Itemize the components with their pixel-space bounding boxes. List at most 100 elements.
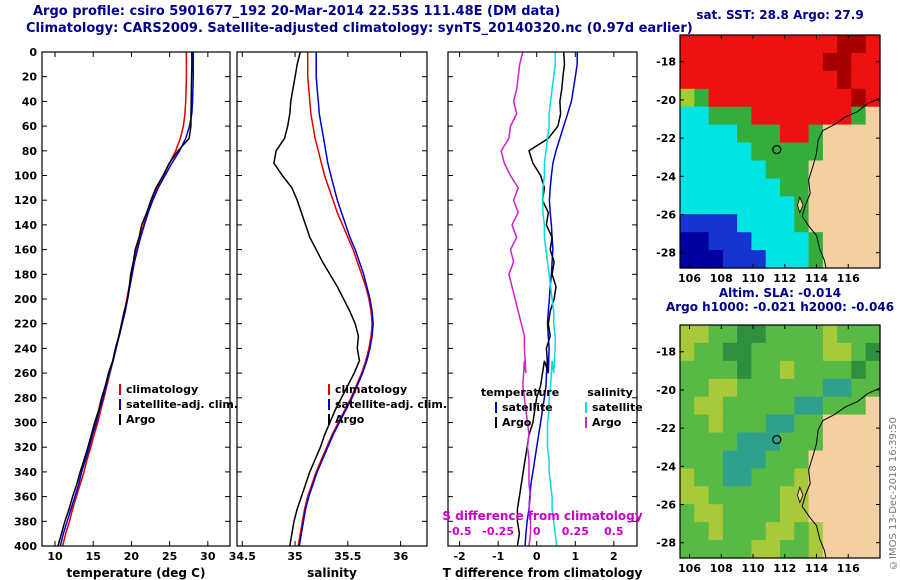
lat-tick-label: -20 xyxy=(656,384,676,397)
difference-profile-series-temperature-satellite xyxy=(524,52,578,547)
main-title-line2: Climatology: CARS2009. Satellite-adjuste… xyxy=(26,21,693,36)
salinity-profile-series-climatology xyxy=(297,52,373,547)
main-title-line1: Argo profile: csiro 5901677_192 20-Mar-2… xyxy=(33,4,561,19)
depth-tick-label: 160 xyxy=(14,244,37,257)
x-tick-label: -2 xyxy=(453,550,465,563)
sst-map-coastline xyxy=(801,97,881,269)
lon-tick-label: 106 xyxy=(678,272,701,285)
x-tick-label: 35.5 xyxy=(334,550,361,563)
depth-tick-label: 240 xyxy=(14,342,37,355)
depth-tick-label: 20 xyxy=(22,71,38,84)
s-diff-tick-label: 0.5 xyxy=(604,525,624,538)
legend-label: Argo xyxy=(592,416,622,429)
salinity-profile: 34.5 35 35.5 36 salinity climatology satellite… xyxy=(229,51,447,580)
lon-tick-label: 108 xyxy=(710,562,733,575)
depth-tick-label: 40 xyxy=(22,95,38,108)
legend-label: satellite-adj. clim. xyxy=(126,398,238,411)
salinity-profile-series-satellite-adj-clim- xyxy=(298,52,374,547)
s-diff-tick-label: 0 xyxy=(533,525,541,538)
s-diff-tick-label: 0.25 xyxy=(562,525,589,538)
lat-tick-label: -28 xyxy=(656,537,676,550)
depth-tick-label: 320 xyxy=(14,441,37,454)
sst-map-title: sat. SST: 28.8 Argo: 27.9 xyxy=(696,8,864,22)
salinity-profile-frame xyxy=(236,51,428,547)
temperature-profile-frame xyxy=(41,51,231,547)
s-diff-tick-label: -0.25 xyxy=(482,525,514,538)
sla-map-coastline xyxy=(801,387,881,559)
depth-tick-label: 400 xyxy=(14,540,37,553)
temperature-profile-series-climatology xyxy=(61,52,188,547)
x-tick-label: 25 xyxy=(162,550,177,563)
difference-profile: -2 -1 0 1 2 T difference from climatology S di… xyxy=(442,51,643,580)
x-tick-label: 15 xyxy=(86,550,101,563)
lon-tick-label: 112 xyxy=(773,272,796,285)
lat-tick-label: -22 xyxy=(656,132,676,145)
temperature-profile-x-axis-label: temperature (deg C) xyxy=(67,566,206,580)
depth-tick-label: 220 xyxy=(14,318,37,331)
temperature-profile: 10 15 20 25 30020406080100120140160180200220… xyxy=(14,46,238,580)
lon-tick-label: 114 xyxy=(805,272,828,285)
lat-tick-label: -18 xyxy=(656,346,676,359)
lon-tick-label: 116 xyxy=(837,272,860,285)
lon-tick-label: 116 xyxy=(837,562,860,575)
sst-map: 106 108 110 112 114 116 -18 -20 -22 -24 -26 -28 xyxy=(656,34,881,285)
depth-tick-label: 180 xyxy=(14,268,37,281)
legend-group-title: temperature xyxy=(481,386,559,399)
s-diff-tick-label: -0.5 xyxy=(448,525,472,538)
lat-tick-label: -26 xyxy=(656,499,676,512)
lat-tick-label: -24 xyxy=(656,170,676,183)
legend-label: satellite xyxy=(502,401,553,414)
temperature-profile-series-argo xyxy=(57,51,193,547)
difference-profile-series-temperature-argo xyxy=(516,51,566,547)
lon-tick-label: 112 xyxy=(773,562,796,575)
lon-tick-label: 106 xyxy=(678,562,701,575)
depth-tick-label: 120 xyxy=(14,194,37,207)
depth-tick-label: 80 xyxy=(22,145,38,158)
sla-map: 106 108 110 112 114 116 -18 -20 -22 -24 -26 -28 xyxy=(656,324,881,575)
lat-tick-label: -20 xyxy=(656,94,676,107)
legend-label: climatology xyxy=(335,383,407,396)
depth-tick-label: 340 xyxy=(14,466,37,479)
legend-label: satellite xyxy=(592,401,643,414)
legend-group-title: salinity xyxy=(587,386,633,399)
difference-profile-series-salinity-argo xyxy=(500,51,532,547)
lat-tick-label: -24 xyxy=(656,460,676,473)
legend-label: Argo xyxy=(126,413,156,426)
x-tick-label: 35 xyxy=(287,550,302,563)
legend-label: Argo xyxy=(335,413,365,426)
difference-profile-x-axis-label: T difference from climatology xyxy=(443,566,643,580)
depth-tick-label: 0 xyxy=(29,46,37,59)
sla-map-title-line1: Altim. SLA: -0.014 xyxy=(718,286,842,300)
depth-tick-label: 200 xyxy=(14,293,37,306)
legend-label: satellite-adj. clim. xyxy=(335,398,447,411)
x-tick-label: 1 xyxy=(571,550,579,563)
x-tick-label: -1 xyxy=(492,550,504,563)
sla-map-argo-position-marker xyxy=(772,434,782,445)
difference-profile-series-salinity-satellite xyxy=(542,52,558,547)
depth-tick-label: 380 xyxy=(14,515,37,528)
lat-tick-label: -22 xyxy=(656,422,676,435)
depth-tick-label: 360 xyxy=(14,491,37,504)
depth-tick-label: 280 xyxy=(14,392,37,405)
lon-tick-label: 110 xyxy=(742,272,765,285)
s-diff-axis-label: S difference from climatology xyxy=(442,509,642,523)
x-tick-label: 0 xyxy=(533,550,541,563)
lat-tick-label: -26 xyxy=(656,209,676,222)
lon-tick-label: 114 xyxy=(805,562,828,575)
sst-map-frame xyxy=(679,34,881,269)
depth-tick-label: 140 xyxy=(14,219,37,232)
depth-tick-label: 260 xyxy=(14,367,37,380)
legend-label: climatology xyxy=(126,383,198,396)
x-tick-label: 36 xyxy=(393,550,409,563)
sla-map-title-line2: Argo h1000: -0.021 h2000: -0.046 xyxy=(665,300,895,314)
depth-tick-label: 60 xyxy=(22,120,38,133)
depth-tick-label: 100 xyxy=(14,170,37,183)
lat-tick-label: -18 xyxy=(656,56,676,69)
lat-tick-label: -28 xyxy=(656,247,676,260)
x-tick-label: 34.5 xyxy=(229,550,256,563)
salinity-profile-x-axis-label: salinity xyxy=(307,566,357,580)
depth-tick-label: 300 xyxy=(14,417,37,430)
sla-map-frame xyxy=(679,324,881,559)
